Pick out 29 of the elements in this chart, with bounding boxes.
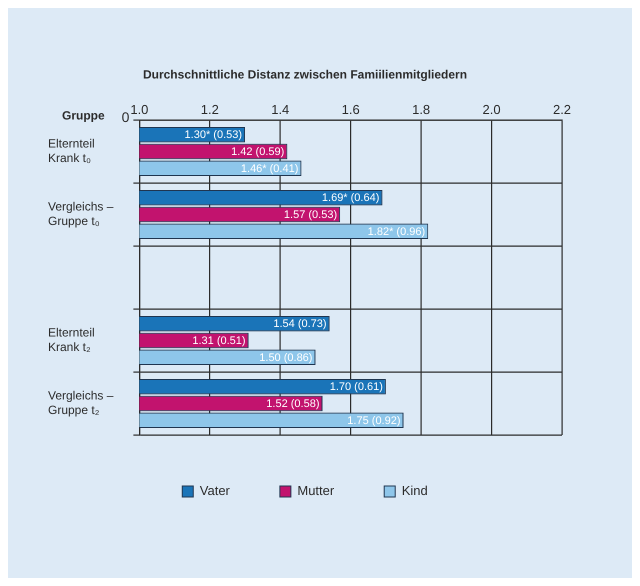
y-tick-label: Vergleichs – Gruppe t₂ <box>48 388 114 418</box>
x-tick-label: 1.8 <box>412 102 430 117</box>
x-tick-label: 2.2 <box>552 102 572 117</box>
data-label: 1.30* (0.53) <box>184 129 242 142</box>
legend-label: Vater <box>200 483 231 498</box>
y-axis-title: Gruppe <box>62 108 105 122</box>
x-tick-label: 1.4 <box>271 102 290 117</box>
y-tick-label: Elternteil Krank t₂ <box>48 326 95 354</box>
x-tick-label: 1.0 <box>130 102 148 117</box>
legend-label: Kind <box>402 483 428 498</box>
x-tick-label: 2.0 <box>482 102 501 117</box>
data-label: 1.31 (0.51) <box>192 335 246 348</box>
data-label: 1.42 (0.59) <box>231 146 284 158</box>
chart-title: Durchschnittliche Distanz zwischen Famiilienmitgliedern <box>142 68 468 82</box>
data-label: 1.70 (0.61) <box>330 381 383 394</box>
data-label: 1.57 (0.53) <box>284 209 338 222</box>
data-label: 1.50 (0.86) <box>259 352 312 364</box>
data-label: 1.54 (0.73) <box>273 318 327 330</box>
data-label: 1.46* (0.41) <box>240 162 298 175</box>
x-tick-label: 1.6 <box>342 102 360 117</box>
y-tick-label: Elternteil Krank t₀ <box>48 136 95 166</box>
text: 0 <box>122 108 130 125</box>
data-label: 1.52 (0.58) <box>266 398 320 410</box>
y-tick-label: Vergleichs – Gruppe t₀ <box>48 200 114 228</box>
data-label: 1.69* (0.64) <box>322 192 380 204</box>
data-label: 1.82* (0.96) <box>368 226 426 238</box>
x-tick-label: 1.2 <box>200 102 219 117</box>
legend-label: Mutter <box>297 483 335 498</box>
data-label: 1.75 (0.92) <box>347 414 401 427</box>
